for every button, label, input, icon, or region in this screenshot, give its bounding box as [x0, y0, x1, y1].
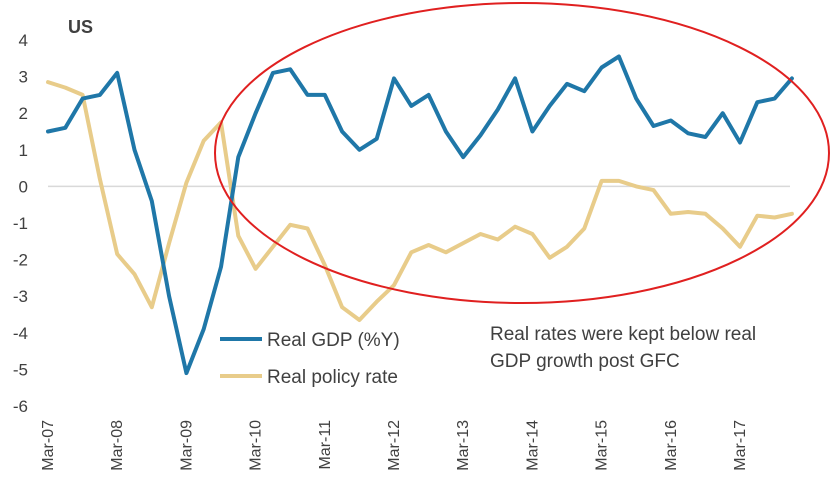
- x-tick-label: Mar-07: [40, 420, 57, 471]
- x-tick-label: Mar-09: [178, 420, 195, 471]
- legend-label-policy: Real policy rate: [267, 367, 398, 388]
- series-layer: [46, 54, 794, 376]
- highlight-ellipse: [214, 2, 830, 304]
- x-tick-label: Mar-13: [455, 420, 472, 471]
- legend-label-gdp: Real GDP (%Y): [267, 330, 400, 351]
- chart-title: US: [68, 17, 93, 37]
- annotation-line-1: Real rates were kept below real: [490, 324, 756, 345]
- y-axis-ticks: 4 3 2 1 0 -1 -2 -3 -4 -5 -6: [13, 31, 28, 416]
- y-tick-label: -3: [13, 287, 28, 306]
- y-tick-label: 4: [19, 31, 28, 50]
- x-axis-ticks: Mar-07 Mar-08 Mar-09 Mar-10 Mar-11 Mar-12 Mar-…: [40, 420, 749, 471]
- y-tick-label: 1: [19, 141, 28, 160]
- series-line-real-gdp-y: [46, 54, 794, 376]
- x-tick-label: Mar-12: [386, 420, 403, 471]
- series-line-real-policy-rate: [46, 80, 794, 322]
- y-tick-label: 2: [19, 104, 28, 123]
- y-tick-label: -4: [13, 324, 28, 343]
- x-tick-label: Mar-08: [109, 420, 126, 471]
- y-tick-label: 3: [19, 68, 28, 87]
- x-tick-label: Mar-11: [317, 420, 334, 470]
- y-tick-label: -2: [13, 251, 28, 270]
- annotation-line-2: GDP growth post GFC: [490, 351, 680, 372]
- y-tick-label: -5: [13, 360, 28, 379]
- legend: Real GDP (%Y) Real policy rate: [220, 330, 400, 388]
- y-tick-label: 0: [19, 177, 28, 196]
- x-tick-label: Mar-16: [663, 420, 680, 471]
- y-tick-label: -6: [13, 397, 28, 416]
- annotation: Real rates were kept below real GDP grow…: [490, 324, 756, 372]
- y-tick-label: -1: [13, 214, 28, 233]
- x-tick-label: Mar-17: [732, 420, 749, 471]
- x-tick-label: Mar-10: [248, 420, 265, 471]
- x-tick-label: Mar-14: [524, 420, 541, 471]
- x-tick-label: Mar-15: [594, 420, 611, 471]
